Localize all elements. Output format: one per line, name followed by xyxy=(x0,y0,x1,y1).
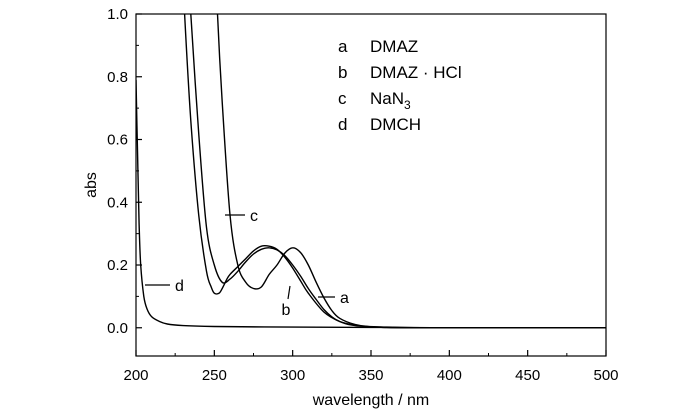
x-tick-label: 350 xyxy=(358,367,383,384)
legend-label-c: NaN3 xyxy=(370,89,411,112)
axes-group: 200 250 300 350 400 450 500 0.0 0.2 0.4 0.6 0.8 1.0 xyxy=(107,6,618,384)
legend-label-a: DMAZ xyxy=(370,37,418,56)
series-line-d xyxy=(136,79,606,329)
curve-label-c: c xyxy=(250,208,258,225)
legend-key-d: d xyxy=(338,115,347,134)
x-tick-label: 250 xyxy=(202,367,227,384)
curve-label-b: b xyxy=(282,302,291,319)
legend-key-b: b xyxy=(338,63,347,82)
y-axis-label: abs xyxy=(83,172,100,198)
y-tick-label: 0.6 xyxy=(107,132,128,149)
y-tick-label: 0.0 xyxy=(107,320,128,337)
legend-label-d: DMCH xyxy=(370,115,421,134)
legend: a DMAZ b DMAZ · HCl c NaN3 d DMCH xyxy=(338,37,462,134)
legend-subscript: 3 xyxy=(404,98,411,112)
curves-group xyxy=(136,14,606,329)
curve-leader-b xyxy=(287,285,291,300)
y-tick-label: 0.4 xyxy=(107,194,128,211)
legend-key-c: c xyxy=(338,89,347,108)
curve-label-d: d xyxy=(175,278,184,295)
legend-label-b: DMAZ · HCl xyxy=(370,63,462,82)
x-tick-label: 450 xyxy=(515,367,540,384)
x-tick-label: 500 xyxy=(593,367,618,384)
y-tick-label: 1.0 xyxy=(107,6,128,23)
curve-labels-group: a b c d xyxy=(145,208,349,319)
x-axis-label: wavelength / nm xyxy=(312,392,430,409)
x-tick-label: 400 xyxy=(437,367,462,384)
x-tick-label: 300 xyxy=(280,367,305,384)
y-tick-label: 0.8 xyxy=(107,69,128,86)
x-tick-label: 200 xyxy=(123,367,148,384)
legend-key-a: a xyxy=(338,37,348,56)
curve-label-a: a xyxy=(340,290,349,307)
series-line-c xyxy=(183,14,606,329)
y-tick-label: 0.2 xyxy=(107,257,128,274)
